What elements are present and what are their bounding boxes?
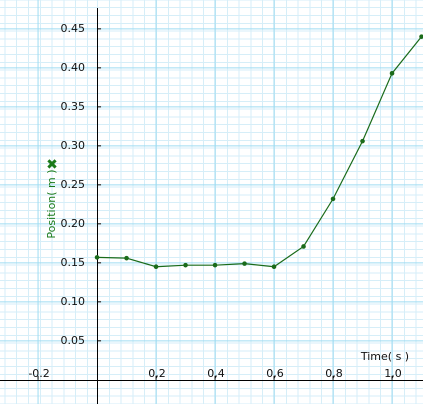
y-tick-label: 0.10 <box>61 295 86 308</box>
data-point <box>419 34 423 39</box>
data-point <box>153 264 159 270</box>
y-tick-label: 0.05 <box>61 334 86 347</box>
data-point <box>183 262 188 268</box>
x-axis-label: Time( s ) <box>360 350 409 363</box>
data-point <box>94 255 100 260</box>
y-tick-label: 0.25 <box>61 178 86 191</box>
y-axis-label: Position( m ) <box>45 169 58 238</box>
data-point <box>360 138 365 144</box>
series-symbol: ✖ <box>46 157 58 173</box>
data-point <box>212 262 218 268</box>
x-tick-label: 0,4 <box>207 367 225 380</box>
data-point <box>330 196 336 202</box>
x-tick-label: 0,8 <box>325 367 343 380</box>
x-tick-label: 1,0 <box>384 367 402 380</box>
x-tick-label: -0.2 <box>28 367 49 380</box>
y-tick-label: 0.45 <box>61 22 86 35</box>
data-point <box>271 264 277 270</box>
y-tick-label: 0.15 <box>61 256 86 269</box>
data-point <box>389 71 395 76</box>
data-line <box>97 36 422 268</box>
y-tick-label: 0.20 <box>61 217 86 230</box>
x-tick-label: 0,2 <box>148 367 166 380</box>
y-tick-label: 0.40 <box>61 61 86 74</box>
data-point <box>301 244 306 249</box>
data-point <box>124 255 129 261</box>
y-tick-label: 0.35 <box>61 100 86 113</box>
data-point <box>242 261 247 266</box>
x-tick-label: 0,6 <box>266 367 284 380</box>
y-tick-label: 0.30 <box>61 139 86 152</box>
